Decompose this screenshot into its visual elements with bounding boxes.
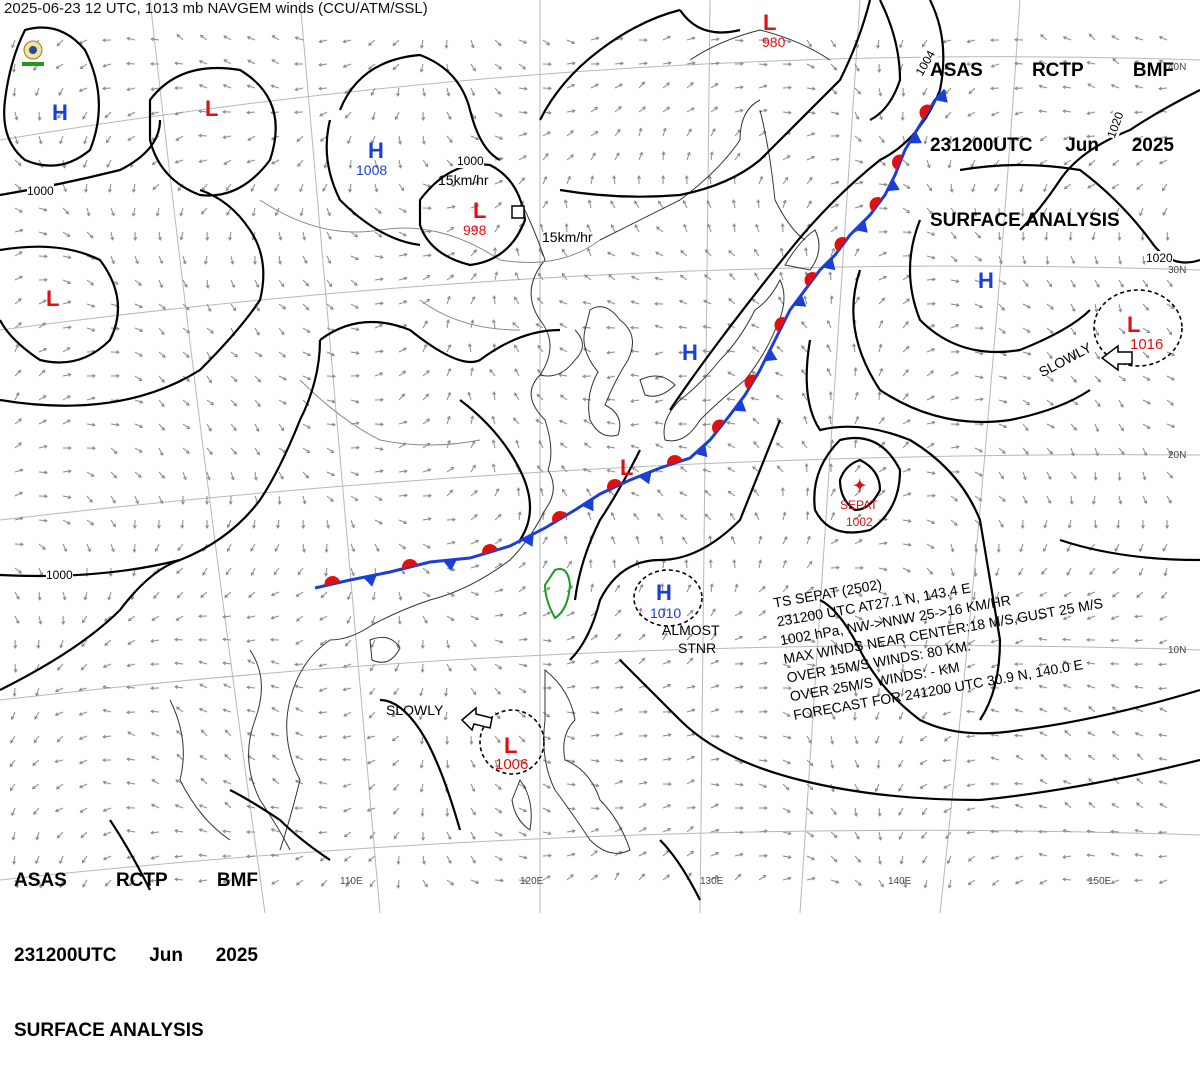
low-center: L — [46, 286, 59, 312]
title-month: Jun — [149, 943, 183, 968]
pressure-value: 1010 — [650, 605, 681, 621]
title-product: SURFACE ANALYSIS — [14, 1018, 258, 1043]
high-center: H — [978, 268, 994, 294]
title-station: RCTP — [116, 868, 168, 893]
low-center: L — [1127, 312, 1140, 338]
lon-label: 120E — [520, 876, 543, 887]
high-center: H — [368, 138, 384, 164]
low-center: L — [620, 455, 633, 481]
title-line-2: 231200UTC Jun 2025 — [930, 133, 1174, 158]
title-line-2: 231200UTC Jun 2025 — [14, 943, 258, 968]
motion-label: 15km/hr — [542, 229, 593, 245]
stationary-front — [315, 90, 948, 588]
lon-label: 130E — [700, 876, 723, 887]
title-line-1: ASAS RCTP BMF — [930, 58, 1174, 83]
lat-label: 20N — [1168, 450, 1186, 461]
isobar-label: 1000 — [27, 184, 54, 198]
low-center: L — [763, 10, 776, 36]
title-center: BMF — [217, 868, 258, 893]
isobar-label: 1000 — [46, 568, 73, 582]
motion-label: ALMOST — [662, 622, 720, 638]
title-origin: ASAS — [14, 868, 67, 893]
isobar-label: 1020 — [1146, 251, 1173, 265]
title-year: 2025 — [216, 943, 258, 968]
pressure-value: 1006 — [495, 756, 528, 773]
lon-label: 110E — [340, 876, 363, 887]
lon-label: 140E — [888, 876, 911, 887]
storm-pressure: 1002 — [846, 515, 873, 529]
cold-front-symbol — [443, 559, 457, 571]
title-origin: ASAS — [930, 58, 983, 83]
lat-label: 10N — [1168, 645, 1186, 656]
title-month: Jun — [1065, 133, 1099, 158]
low-center: L — [473, 198, 486, 224]
lat-label: 40N — [1168, 62, 1186, 73]
title-year: 2025 — [1132, 133, 1174, 158]
motion-label: 15km/hr — [438, 172, 489, 188]
title-block-top-right: ASAS RCTP BMF 231200UTC Jun 2025 SURFACE… — [930, 8, 1174, 258]
chart-caption: 2025-06-23 12 UTC, 1013 mb NAVGEM winds … — [4, 0, 428, 17]
storm-symbol: ✦ — [853, 476, 866, 496]
motion-label: STNR — [678, 640, 716, 656]
storm-name: SEPAT — [840, 498, 878, 512]
title-product: SURFACE ANALYSIS — [930, 208, 1174, 233]
isobar-label: 1000 — [457, 154, 484, 168]
institution-logo — [18, 38, 48, 68]
title-time: 231200UTC — [930, 133, 1032, 158]
motion-label: SLOWLY — [386, 702, 443, 718]
lon-label: 150E — [1088, 876, 1111, 887]
coastlines — [170, 30, 830, 853]
high-center: H — [656, 580, 672, 606]
high-center: H — [52, 100, 68, 126]
pressure-value: 1008 — [356, 162, 387, 178]
pressure-value: 1016 — [1130, 336, 1163, 353]
title-block-bottom-left: ASAS RCTP BMF 231200UTC Jun 2025 SURFACE… — [14, 818, 258, 1068]
title-station: RCTP — [1032, 58, 1084, 83]
lat-label: 30N — [1168, 265, 1186, 276]
high-center: H — [682, 340, 698, 366]
title-line-1: ASAS RCTP BMF — [14, 868, 258, 893]
cold-front-symbol — [582, 498, 594, 511]
pressure-value: 998 — [463, 222, 486, 238]
low-center: L — [205, 96, 218, 122]
pressure-value: 980 — [762, 34, 785, 50]
title-time: 231200UTC — [14, 943, 116, 968]
